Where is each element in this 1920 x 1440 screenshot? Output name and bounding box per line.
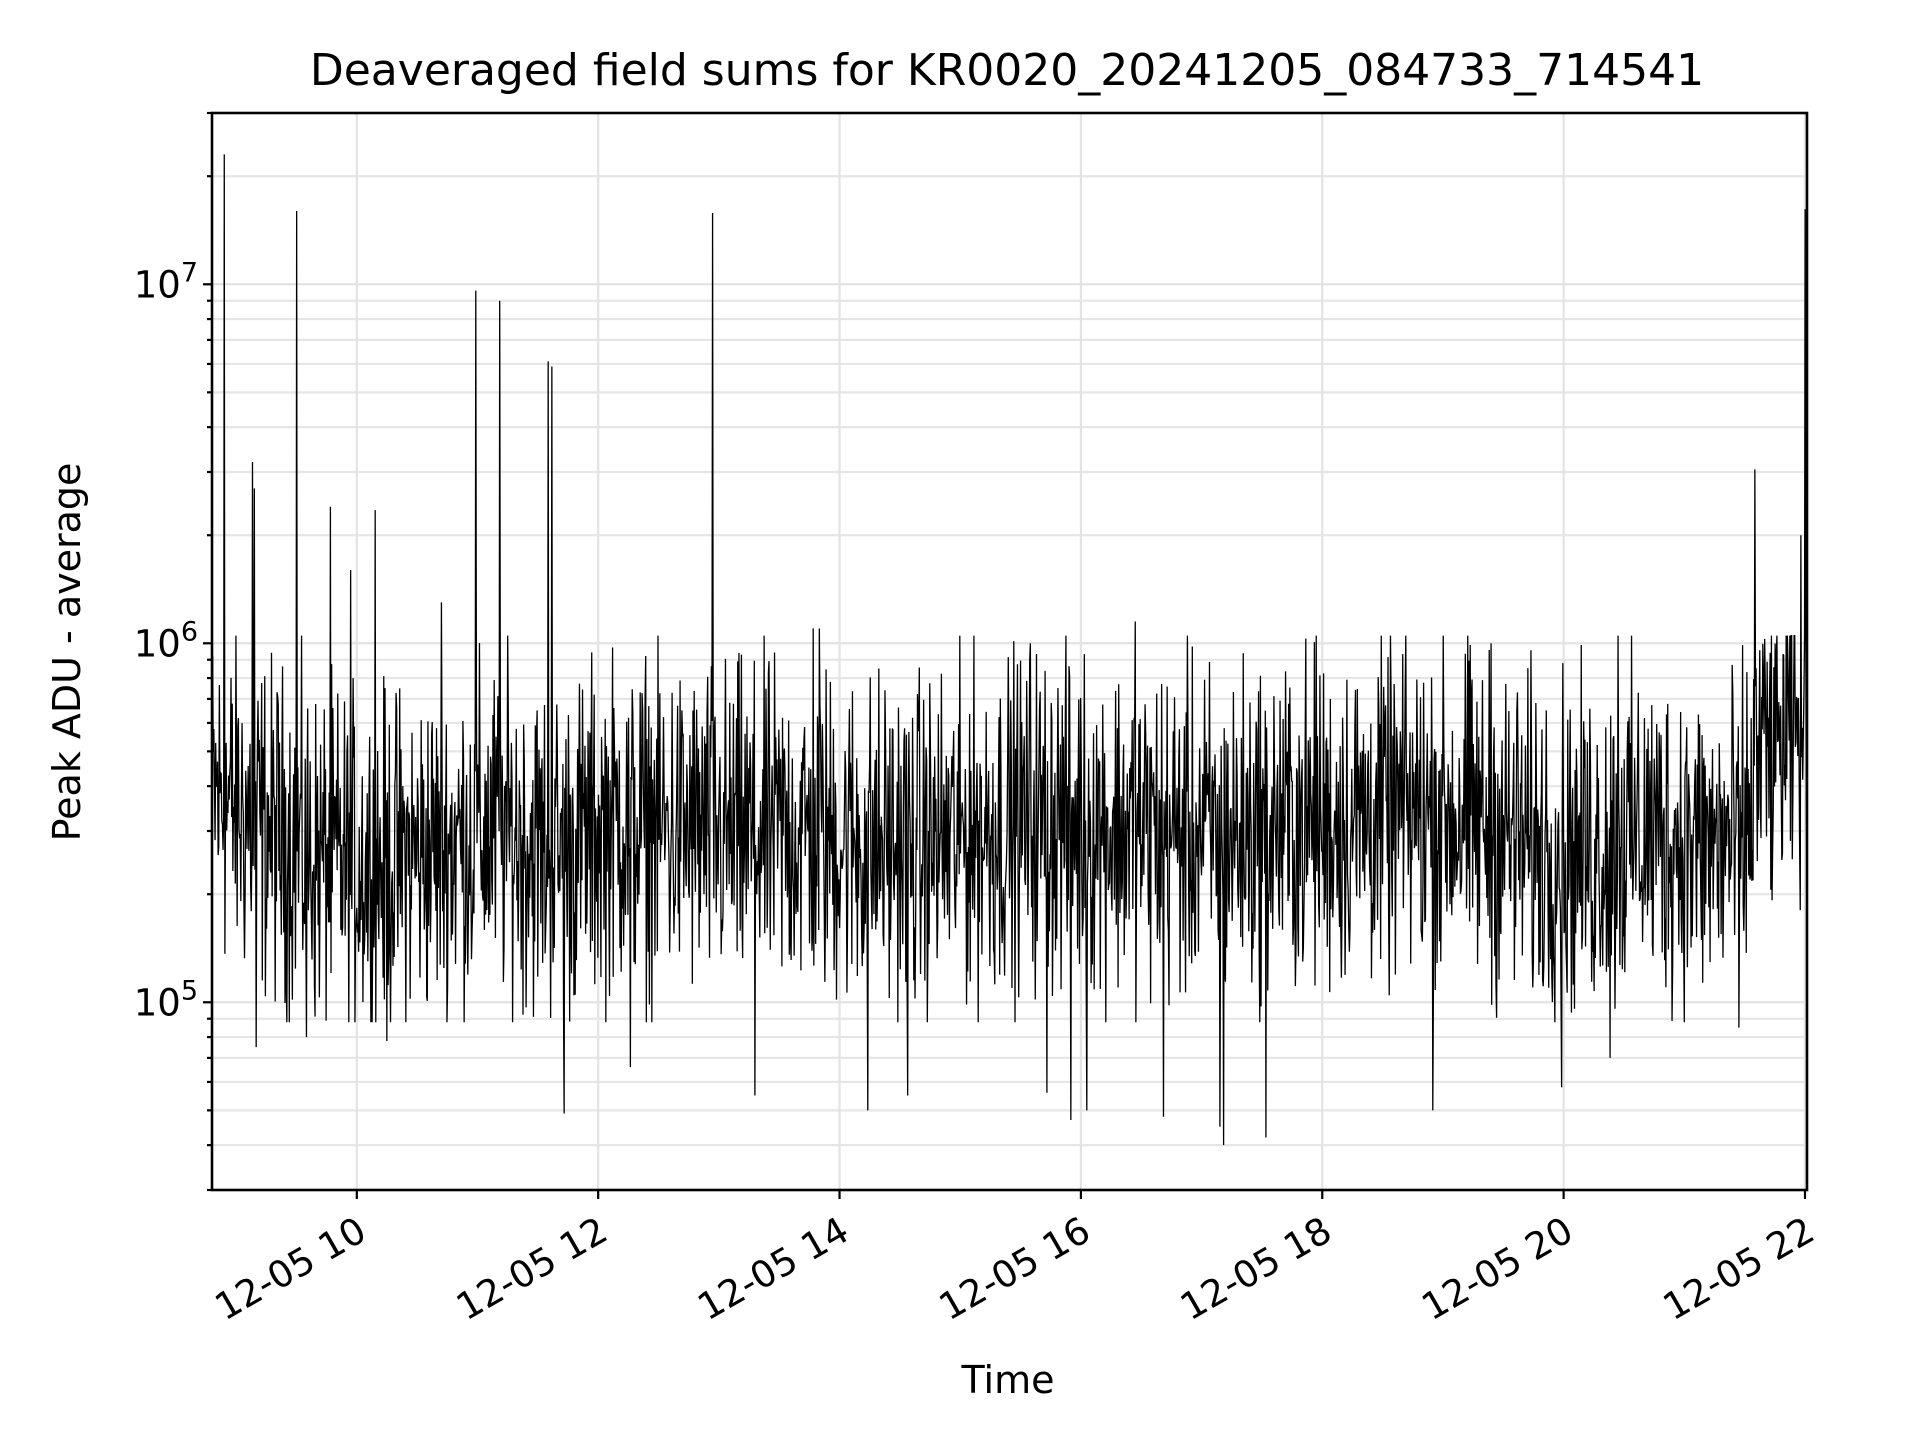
y-tick-label: 107 bbox=[134, 257, 198, 306]
plot-area bbox=[211, 154, 1808, 1146]
x-axis-label: Time bbox=[961, 1358, 1055, 1402]
chart-title: Deaveraged field sums for KR0020_2024120… bbox=[310, 45, 1704, 96]
y-tick-label: 105 bbox=[134, 975, 198, 1024]
series-line bbox=[211, 154, 1808, 1146]
plot-frame bbox=[210, 111, 1809, 1192]
y-axis-label: Peak ADU - average bbox=[45, 463, 89, 842]
y-tick-label: 106 bbox=[134, 616, 198, 665]
